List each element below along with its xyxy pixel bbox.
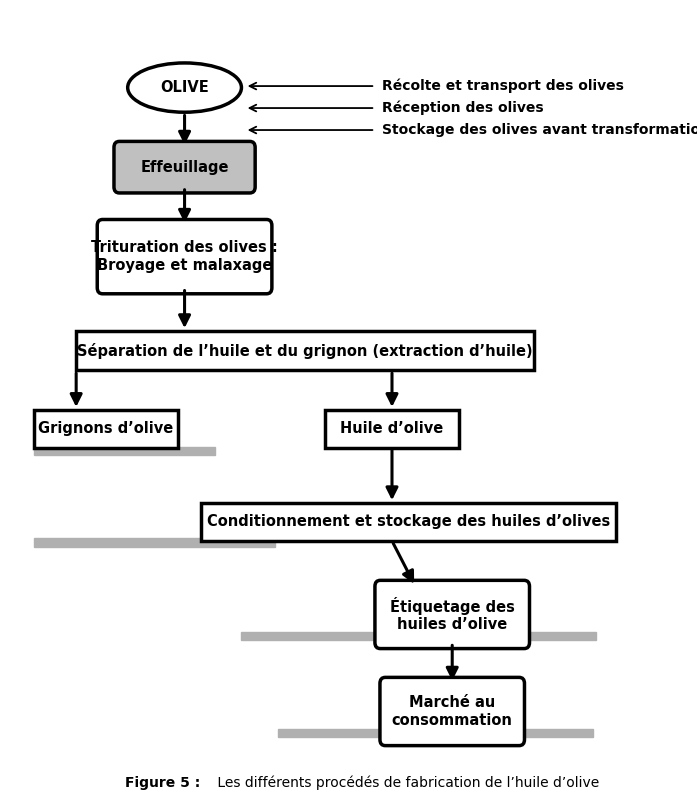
Text: Trituration des olives :
Broyage et malaxage: Trituration des olives : Broyage et mala… <box>91 240 278 273</box>
Text: Étiquetage des
huiles d’olive: Étiquetage des huiles d’olive <box>390 597 514 632</box>
FancyBboxPatch shape <box>375 580 530 649</box>
FancyBboxPatch shape <box>380 678 524 745</box>
Bar <box>241 631 596 640</box>
Bar <box>278 729 592 737</box>
Text: Marché au
consommation: Marché au consommation <box>392 695 513 728</box>
FancyBboxPatch shape <box>114 141 255 193</box>
FancyBboxPatch shape <box>201 503 616 541</box>
Text: Conditionnement et stockage des huiles d’olives: Conditionnement et stockage des huiles d… <box>207 515 611 529</box>
FancyBboxPatch shape <box>325 410 459 448</box>
Text: Réception des olives: Réception des olives <box>382 101 544 115</box>
Ellipse shape <box>128 63 241 113</box>
Bar <box>34 539 275 547</box>
Text: Les différents procédés de fabrication de l’huile d’olive: Les différents procédés de fabrication d… <box>213 776 599 790</box>
Text: Séparation de l’huile et du grignon (extraction d’huile): Séparation de l’huile et du grignon (ext… <box>77 342 533 358</box>
FancyBboxPatch shape <box>76 331 534 370</box>
FancyBboxPatch shape <box>98 219 272 294</box>
Text: Huile d’olive: Huile d’olive <box>340 421 443 437</box>
FancyBboxPatch shape <box>33 410 178 448</box>
Text: Récolte et transport des olives: Récolte et transport des olives <box>382 79 624 93</box>
Text: Effeuillage: Effeuillage <box>140 160 229 175</box>
Text: Figure 5 :: Figure 5 : <box>125 776 201 790</box>
Text: OLIVE: OLIVE <box>160 80 209 95</box>
Text: Stockage des olives avant transformation: Stockage des olives avant transformation <box>382 123 697 137</box>
Text: Grignons d’olive: Grignons d’olive <box>38 421 174 437</box>
Bar <box>34 447 215 455</box>
